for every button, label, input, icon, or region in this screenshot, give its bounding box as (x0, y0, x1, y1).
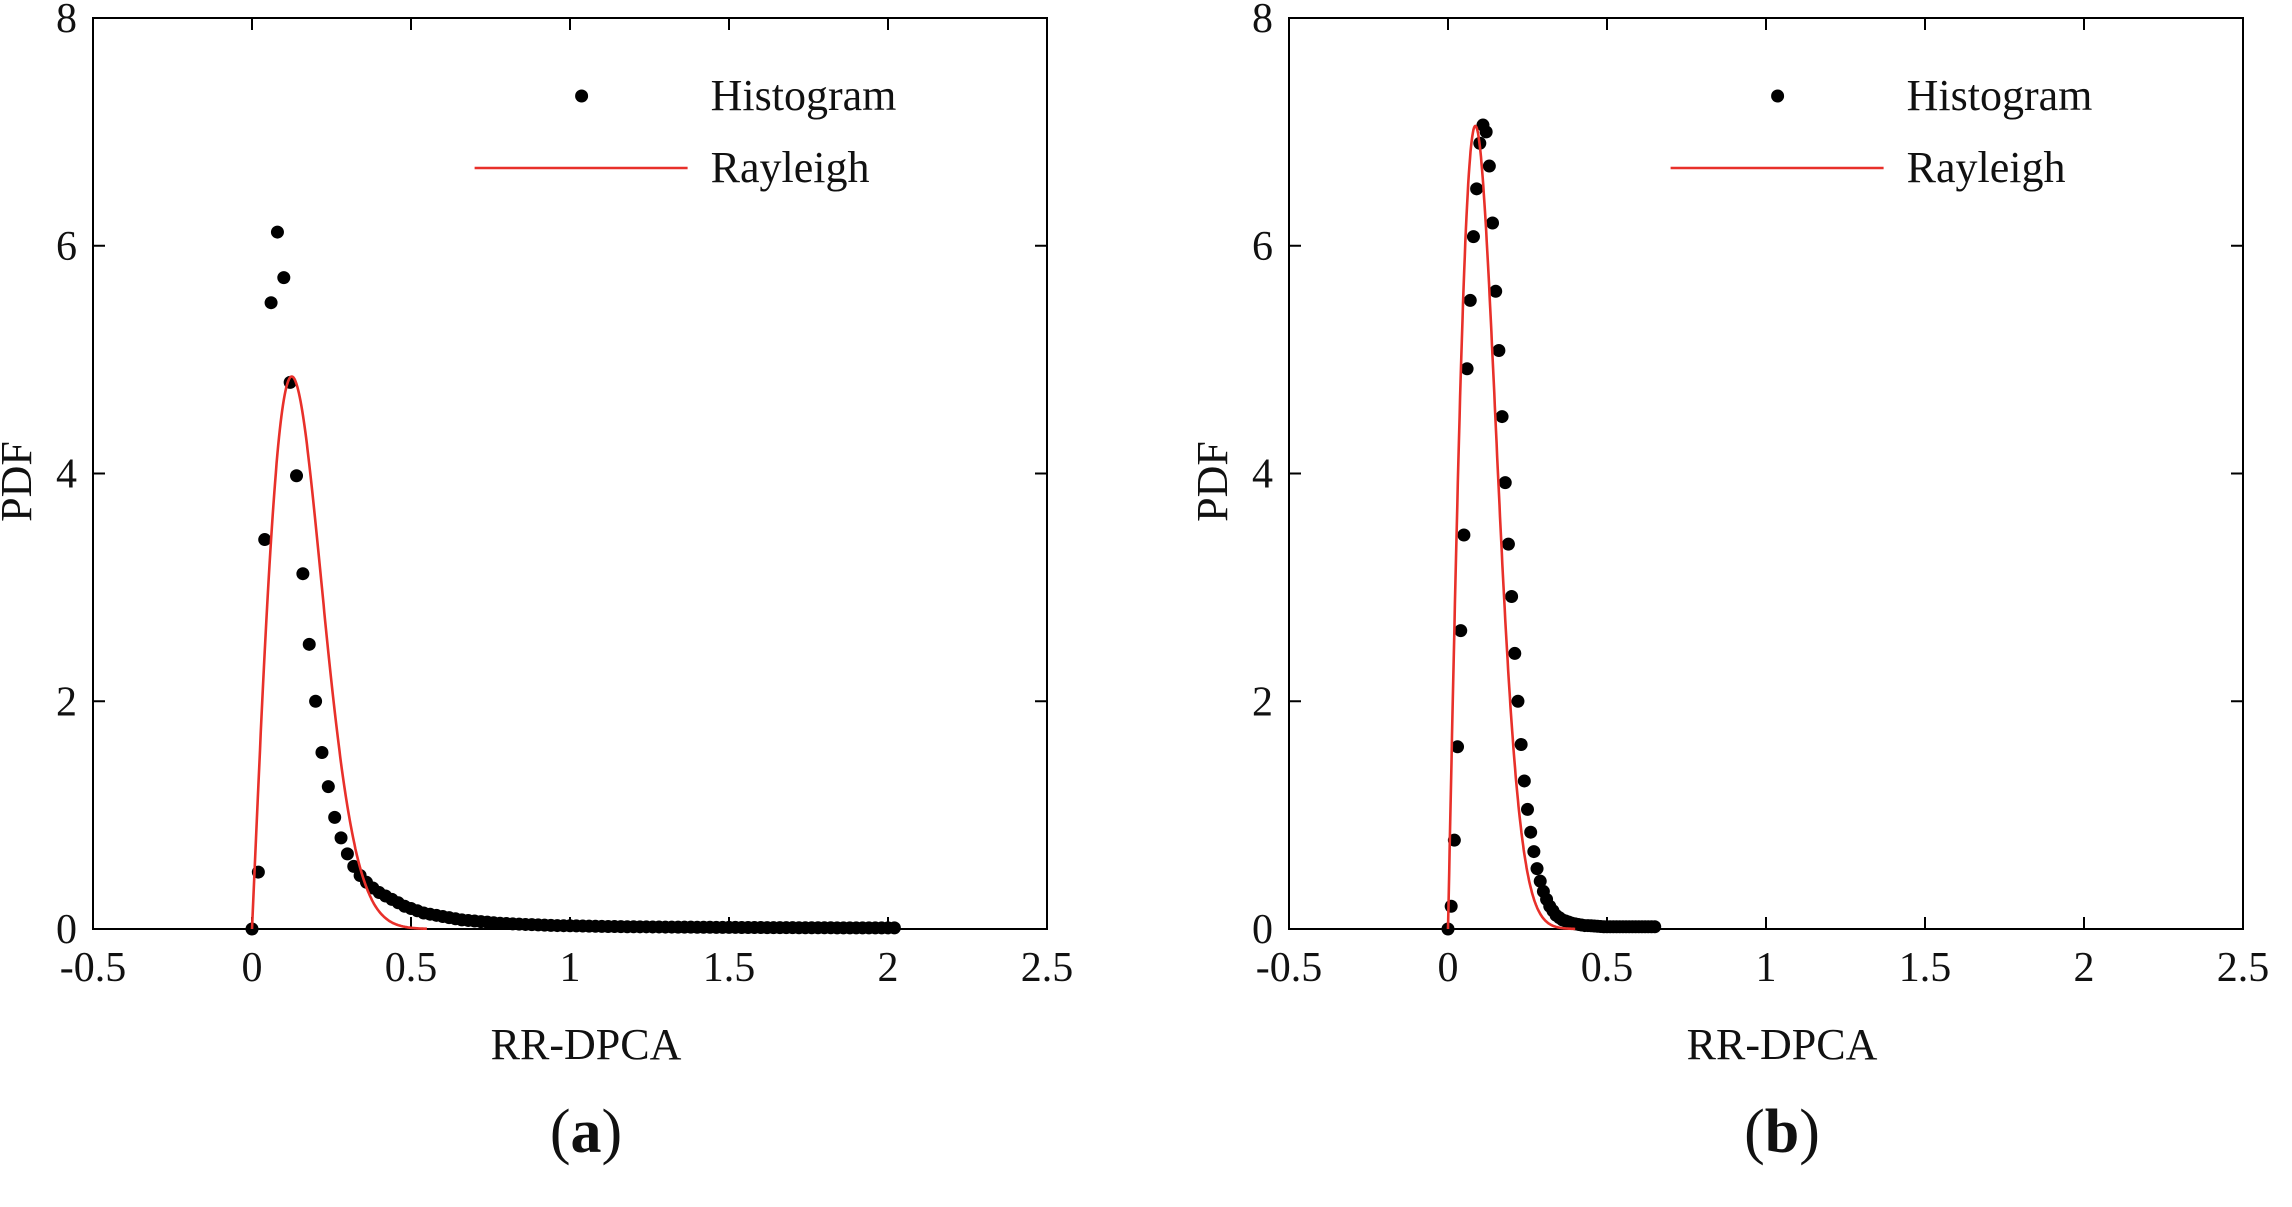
panel-a-histogram-point (290, 469, 304, 483)
panel-a-histogram-point (264, 296, 278, 310)
panel-b-histogram-markers (1441, 118, 1662, 936)
panel-a-y-tick-label: 0 (56, 907, 77, 953)
panel-a-histogram-point (340, 847, 354, 861)
panel-b-histogram-point (1521, 802, 1534, 816)
panel-a-y-axis-label: PDF (0, 441, 41, 522)
panel-b-histogram-point (1517, 774, 1531, 788)
panel-a-histogram-point (347, 859, 361, 873)
panel-b-label: (b) (1744, 1098, 1820, 1166)
panel-a-x-axis-label: RR-DPCA (491, 1020, 682, 1069)
panel-a-x-tick-label: 1.5 (703, 945, 756, 991)
panel-a-x-tick-label: -0.5 (60, 945, 127, 991)
panel-b-histogram-point (1482, 159, 1496, 173)
panel-a-histogram-point (321, 780, 335, 794)
panel-b-histogram-point (1444, 899, 1458, 913)
panel-a-x-tick-label: 2 (878, 945, 899, 991)
panel-b-histogram-point (1530, 862, 1544, 876)
panel-a-y-tick-label: 2 (56, 679, 77, 725)
panel-b-y-axis-label: PDF (1188, 441, 1237, 522)
panel-a-axes-box (92, 17, 1048, 930)
panel-b-histogram-point (1527, 845, 1541, 859)
panel-b-histogram-point (1498, 476, 1512, 490)
panel-b-histogram-point (1466, 230, 1480, 244)
panel-b-histogram-point (1508, 646, 1522, 660)
panel-b-histogram-point (1479, 125, 1493, 139)
panel-a-histogram-point (887, 921, 901, 935)
panel-b-histogram-point (1505, 589, 1519, 603)
panel-b-rayleigh-curve (1446, 124, 1576, 931)
panel-a-x-tick-label: 0 (242, 945, 263, 991)
panel-b-histogram-point (1470, 182, 1484, 196)
panel-a-histogram-point (270, 225, 284, 239)
panel-b-axes-box (1288, 17, 2244, 930)
panel-a-histogram-point (296, 567, 310, 581)
panel-a-legend-rayleigh-label: Rayleigh (711, 143, 870, 192)
panel-b-x-axis-label: RR-DPCA (1687, 1020, 1878, 1069)
panel-b-histogram-point (1492, 344, 1506, 358)
panel-a-histogram-point (315, 745, 329, 759)
panel-b-histogram-point (1451, 740, 1465, 754)
panel-b-y-tick-label: 8 (1252, 0, 1273, 42)
panel-b-x-tick-label: 2 (2074, 945, 2095, 991)
panel-a-y-tick-label: 8 (56, 0, 77, 42)
panel-a-histogram-point (334, 831, 348, 845)
panel-b-histogram-point (1495, 410, 1509, 424)
panel-a-y-tick-label: 6 (56, 224, 77, 270)
panel-b-x-tick-label: -0.5 (1256, 945, 1323, 991)
panel-b-histogram-point (1524, 825, 1538, 839)
panel-a-x-tick-label: 1 (560, 945, 581, 991)
panel-a-y-tick-label: 4 (56, 452, 77, 498)
panel-b-histogram-point (1514, 738, 1528, 752)
panel-b-y-tick-label: 6 (1252, 224, 1273, 270)
panel-b-x-tick-label: 1.5 (1899, 945, 1952, 991)
panel-b-y-tick-label: 2 (1252, 679, 1273, 725)
panel-a-legend-histogram-label: Histogram (711, 71, 897, 120)
panel-b-histogram-point (1454, 624, 1468, 638)
panel-a-x-tick-label: 2.5 (1021, 945, 1074, 991)
panel-b-chart: -0.5 0 0.5 1 1.5 2 2.502468RR-DPCAPDFHistogram… (1188, 0, 2269, 1166)
panel-a-histogram-markers (245, 225, 901, 936)
panel-b-y-tick-label: 0 (1252, 907, 1273, 953)
panel-b-x-tick-label: 2.5 (2217, 945, 2270, 991)
panel-a-histogram-point (258, 533, 272, 547)
panel-b-histogram-point (1486, 216, 1500, 230)
panel-a-chart: -0.5 0 0.5 1 1.5 2 2.502468RR-DPCAPDFHistogram… (0, 0, 1073, 1166)
panel-b-histogram-point (1501, 537, 1515, 551)
panel-b-histogram-point (1648, 920, 1662, 934)
panel-a-histogram-point (328, 810, 342, 824)
panel-b-y-tick-label: 4 (1252, 452, 1273, 498)
panel-b-legend-rayleigh-label: Rayleigh (1907, 143, 2066, 192)
panel-a-histogram-point (277, 271, 291, 285)
panel-b-histogram-point (1533, 874, 1547, 888)
panel-a-legend-histogram-marker (575, 89, 589, 103)
panel-b-legend-histogram-marker (1771, 89, 1785, 103)
panel-b-legend-histogram-label: Histogram (1907, 71, 2093, 120)
panel-b-x-tick-label: 0.5 (1581, 945, 1634, 991)
panel-b-x-tick-label: 0 (1438, 945, 1459, 991)
panel-b-x-tick-label: 1 (1756, 945, 1777, 991)
panel-a-histogram-point (309, 694, 323, 708)
panel-b-histogram-point (1463, 293, 1477, 307)
panel-b-histogram-point (1489, 284, 1503, 298)
panel-a-x-tick-label: 0.5 (385, 945, 438, 991)
panel-b-histogram-point (1457, 528, 1471, 542)
panel-b-histogram-point (1511, 694, 1525, 708)
panel-a-label: (a) (550, 1098, 622, 1166)
panel-a-rayleigh-curve (250, 375, 428, 931)
panel-b-histogram-point (1460, 362, 1474, 376)
panel-a-histogram-point (302, 637, 316, 651)
